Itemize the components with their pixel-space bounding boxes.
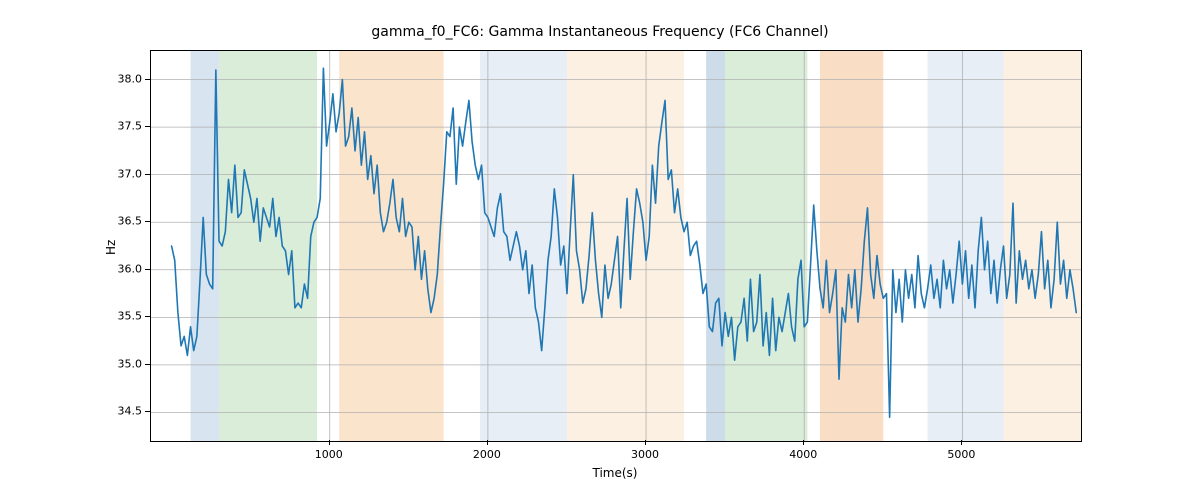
x-tick-label: 5000 (947, 448, 975, 461)
x-axis-label: Time(s) (150, 466, 1080, 480)
shaded-band (928, 51, 1004, 441)
shaded-band (567, 51, 684, 441)
y-tick-label: 38.0 (110, 72, 142, 85)
y-axis-label: Hz (104, 240, 118, 255)
y-tick-label: 35.5 (110, 310, 142, 323)
x-tick-label: 2000 (473, 448, 501, 461)
y-tick (145, 126, 150, 127)
y-tick-label: 36.5 (110, 215, 142, 228)
y-tick (145, 174, 150, 175)
y-tick-label: 35.0 (110, 357, 142, 370)
y-tick-label: 36.0 (110, 262, 142, 275)
plot-area (150, 50, 1082, 442)
y-tick-label: 37.5 (110, 120, 142, 133)
shaded-band (725, 51, 807, 441)
x-tick (329, 440, 330, 445)
x-tick-label: 4000 (789, 448, 817, 461)
chart-title: gamma_f0_FC6: Gamma Instantaneous Freque… (0, 24, 1200, 40)
shaded-band (339, 51, 443, 441)
shaded-band (706, 51, 725, 441)
shaded-band (219, 51, 317, 441)
x-tick (645, 440, 646, 445)
y-tick (145, 316, 150, 317)
x-tick (961, 440, 962, 445)
figure: gamma_f0_FC6: Gamma Instantaneous Freque… (0, 0, 1200, 500)
x-tick-label: 1000 (315, 448, 343, 461)
x-tick (803, 440, 804, 445)
x-tick-label: 3000 (631, 448, 659, 461)
y-tick (145, 269, 150, 270)
y-tick (145, 79, 150, 80)
y-tick-label: 37.0 (110, 167, 142, 180)
y-tick (145, 364, 150, 365)
y-tick (145, 411, 150, 412)
shaded-band (820, 51, 883, 441)
x-tick (487, 440, 488, 445)
y-tick-label: 34.5 (110, 405, 142, 418)
y-tick (145, 221, 150, 222)
shaded-band (480, 51, 567, 441)
plot-svg (151, 51, 1081, 441)
